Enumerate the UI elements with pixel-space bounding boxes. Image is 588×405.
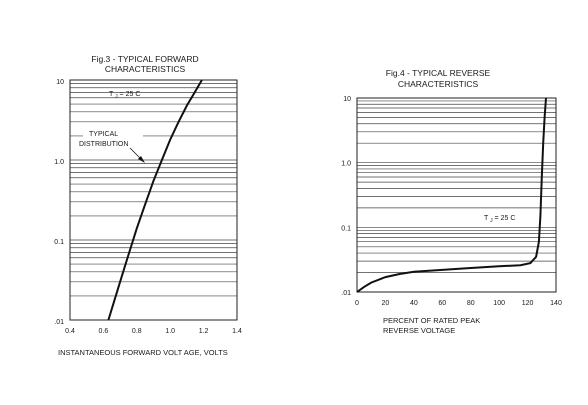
fig4-x-axis-label-line2: REVERSE VOLTAGE [383, 326, 455, 335]
fig3-x-axis-label: INSTANTANEOUS FORWARD VOLT AGE, VOLTS [58, 348, 228, 357]
fig3-x-tick-label: 0.8 [132, 328, 142, 335]
fig3-y-tick-label: 0.1 [54, 239, 64, 246]
fig4-annotation-backdrop [480, 212, 520, 222]
fig4-y-tick-label: 10 [343, 96, 351, 103]
fig3-distribution-label-line1: TYPICAL [89, 131, 118, 138]
fig4-y-tick-label: .01 [341, 290, 351, 297]
fig3-annotation-backdrop [83, 128, 143, 152]
fig3-y-tick-label: 1.0 [54, 159, 64, 166]
fig4-x-tick-label: 140 [550, 300, 562, 307]
fig4-temperature-annotation: T J = 25 C [484, 215, 515, 224]
fig4-plot-frame [356, 97, 557, 293]
fig4-x-tick-label: 20 [382, 300, 390, 307]
fig3-chart: Fig.3 - TYPICAL FORWARD CHARACTERISTICS … [54, 54, 242, 357]
fig4-y-tick-labels: .01 0.1 1.0 10 [341, 96, 351, 297]
fig4-x-tick-label: 40 [410, 300, 418, 307]
fig4-title-line1: Fig.4 - TYPICAL REVERSE [386, 68, 491, 78]
fig3-x-tick-label: 1.2 [199, 328, 209, 335]
fig3-y-tick-labels: .01 0.1 1.0 10 [54, 79, 64, 326]
fig4-gridlines [357, 100, 556, 273]
fig4-title-line2: CHARACTERISTICS [398, 79, 479, 89]
fig4-y-tick-label: 0.1 [341, 225, 351, 232]
fig3-title-line1: Fig.3 - TYPICAL FORWARD [91, 54, 198, 64]
fig4-x-tick-labels: 0 20 40 60 80 100 120 140 [355, 300, 562, 307]
fig4-reverse-curve [356, 97, 547, 293]
fig3-temperature-annotation: T J = 25 C [109, 91, 140, 100]
fig4-x-tick-label: 80 [467, 300, 475, 307]
fig3-x-tick-label: 0.6 [99, 328, 109, 335]
fig3-distribution-label-line2: DISTRIBUTION [79, 141, 128, 148]
fig3-x-tick-label: 0.4 [65, 328, 75, 335]
fig3-title-line2: CHARACTERISTICS [105, 64, 186, 74]
fig4-chart: Fig.4 - TYPICAL REVERSE CHARACTERISTICS … [341, 68, 562, 335]
fig4-x-axis-label-line1: PERCENT OF RATED PEAK [383, 316, 480, 325]
fig4-x-tick-label: 0 [355, 300, 359, 307]
fig3-annotation-arrowhead [138, 156, 145, 163]
fig3-gridlines [70, 83, 237, 297]
fig4-x-tick-label: 60 [438, 300, 446, 307]
fig3-x-tick-label: 1.0 [165, 328, 175, 335]
fig3-y-tick-label: 10 [56, 79, 64, 86]
fig3-plot-frame [69, 79, 238, 321]
fig3-x-tick-label: 1.4 [232, 328, 242, 335]
fig4-x-tick-label: 100 [493, 300, 505, 307]
fig3-x-tick-labels: 0.4 0.6 0.8 1.0 1.2 1.4 [65, 328, 242, 335]
fig3-forward-curve [107, 79, 203, 321]
fig4-x-tick-label: 120 [522, 300, 534, 307]
fig4-y-tick-label: 1.0 [341, 161, 351, 168]
fig3-y-tick-label: .01 [54, 319, 64, 326]
